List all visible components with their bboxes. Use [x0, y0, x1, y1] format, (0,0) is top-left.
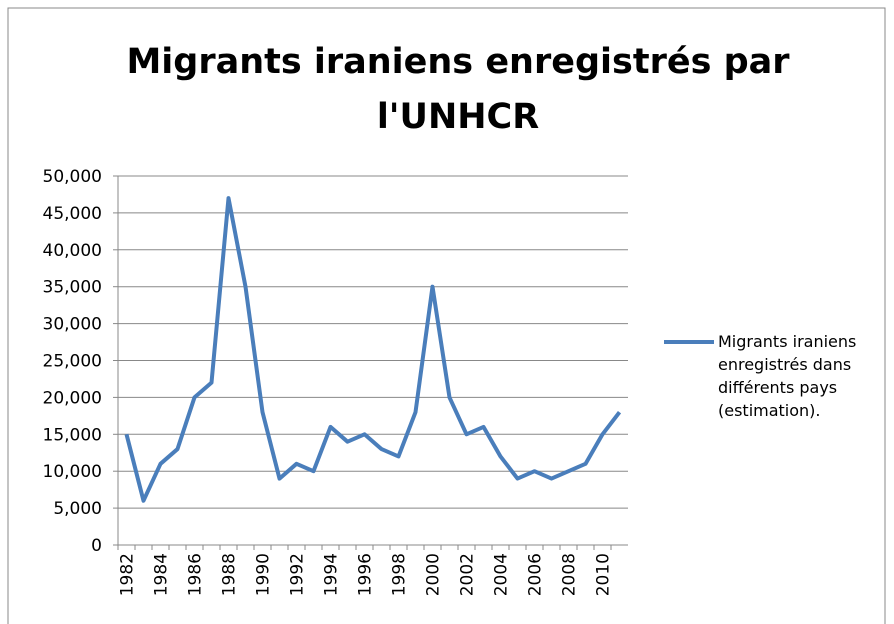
x-tick-label: 2002: [458, 553, 478, 596]
x-tick-label: 1990: [254, 553, 274, 596]
x-tick-label: 1982: [118, 553, 138, 596]
x-tick-label: 1998: [390, 553, 410, 596]
y-tick-label: 40,000: [43, 241, 102, 261]
x-tick-label: 1984: [152, 553, 172, 596]
y-tick-label: 30,000: [43, 315, 102, 335]
x-tick-label: 2006: [526, 553, 546, 596]
x-tick-label: 1992: [288, 553, 308, 596]
y-tick-label: 35,000: [43, 278, 102, 298]
legend-label: Migrants iraniens enregistrés dans diffé…: [718, 332, 857, 420]
line-series: [124, 196, 622, 503]
x-tick-label: 1986: [186, 553, 206, 596]
chart-border: [7, 7, 886, 624]
x-tick-label: 2010: [594, 553, 614, 596]
x-tick-label: 1996: [356, 553, 376, 596]
y-tick-label: 45,000: [43, 204, 102, 224]
x-tick-label: 2008: [560, 553, 580, 596]
x-tick-label: 1988: [220, 553, 240, 596]
x-tick-label: 2000: [424, 553, 444, 596]
x-tick-label: 1994: [322, 553, 342, 596]
y-tick-label: 5,000: [53, 499, 102, 519]
y-tick-label: 0: [91, 536, 102, 556]
chart-title: Migrants iraniens enregistrés par: [126, 42, 790, 82]
x-tick-label: 2004: [492, 553, 512, 596]
y-tick-label: 15,000: [43, 425, 102, 445]
y-tick-label: 50,000: [43, 167, 102, 187]
y-tick-label: 20,000: [43, 388, 102, 408]
y-tick-label: 10,000: [43, 462, 102, 482]
y-tick-label: 25,000: [43, 352, 102, 372]
chart-title: l'UNHCR: [377, 97, 539, 137]
